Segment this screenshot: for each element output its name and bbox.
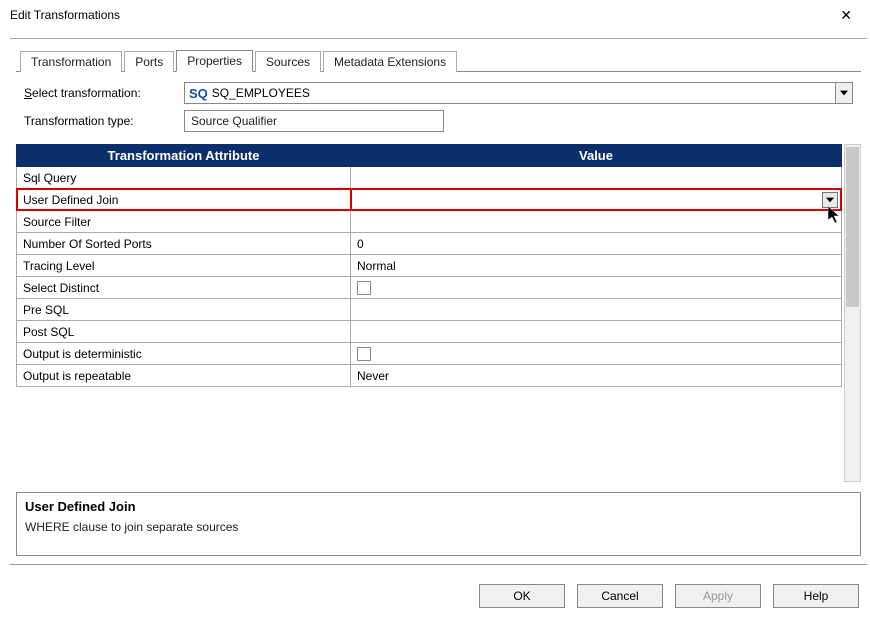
cancel-button[interactable]: Cancel bbox=[577, 584, 663, 608]
table-row[interactable]: User Defined Join bbox=[16, 189, 842, 211]
properties-panel: Select transformation: SQ SQ_EMPLOYEES T… bbox=[16, 72, 861, 144]
tab-ports[interactable]: Ports bbox=[124, 51, 174, 72]
select-transformation-row: Select transformation: SQ SQ_EMPLOYEES bbox=[24, 82, 853, 104]
window-title: Edit Transformations bbox=[10, 8, 120, 22]
table-row[interactable]: Select Distinct bbox=[16, 277, 842, 299]
sq-badge: SQ bbox=[189, 86, 208, 101]
value-cell[interactable]: Normal bbox=[351, 255, 841, 276]
value-cell[interactable] bbox=[351, 277, 841, 298]
properties-grid-area: Transformation Attribute Value Sql Query… bbox=[16, 144, 861, 482]
tab-metadata-extensions[interactable]: Metadata Extensions bbox=[323, 51, 457, 72]
tab-strip: Transformation Ports Properties Sources … bbox=[16, 49, 861, 72]
scrollbar-thumb[interactable] bbox=[846, 147, 859, 307]
select-transformation-label: Select transformation: bbox=[24, 86, 184, 100]
table-row[interactable]: Sql Query bbox=[16, 167, 842, 189]
description-title: User Defined Join bbox=[25, 499, 852, 514]
separator-line bbox=[10, 564, 867, 565]
select-transformation-dropdown-button[interactable] bbox=[835, 82, 853, 104]
attribute-cell: Tracing Level bbox=[17, 255, 351, 276]
checkbox[interactable] bbox=[357, 347, 371, 361]
value-text: Never bbox=[357, 369, 389, 383]
transformation-type-label: Transformation type: bbox=[24, 114, 184, 128]
value-text: 0 bbox=[357, 237, 364, 251]
attribute-cell: Select Distinct bbox=[17, 277, 351, 298]
value-text: Normal bbox=[357, 259, 396, 273]
attribute-cell: Post SQL bbox=[17, 321, 351, 342]
value-cell[interactable] bbox=[351, 321, 841, 342]
tab-transformation[interactable]: Transformation bbox=[20, 51, 122, 72]
table-row[interactable]: Post SQL bbox=[16, 321, 842, 343]
chevron-down-icon bbox=[826, 196, 834, 204]
ok-button[interactable]: OK bbox=[479, 584, 565, 608]
value-cell[interactable] bbox=[351, 299, 841, 320]
value-cell[interactable] bbox=[351, 211, 841, 232]
attribute-cell: Output is deterministic bbox=[17, 343, 351, 364]
table-row[interactable]: Tracing Level Normal bbox=[16, 255, 842, 277]
table-row[interactable]: Output is repeatable Never bbox=[16, 365, 842, 387]
transformation-type-row: Transformation type: Source Qualifier bbox=[24, 110, 853, 132]
table-row[interactable]: Number Of Sorted Ports 0 bbox=[16, 233, 842, 255]
grid-header-attribute: Transformation Attribute bbox=[17, 145, 351, 166]
attribute-cell: Pre SQL bbox=[17, 299, 351, 320]
attribute-cell: Source Filter bbox=[17, 211, 351, 232]
attribute-cell: Output is repeatable bbox=[17, 365, 351, 386]
apply-button[interactable]: Apply bbox=[675, 584, 761, 608]
close-icon[interactable]: ✕ bbox=[834, 7, 858, 24]
value-cell[interactable] bbox=[351, 343, 841, 364]
value-cell[interactable]: 0 bbox=[351, 233, 841, 254]
tab-properties[interactable]: Properties bbox=[176, 50, 253, 72]
grid-body: Sql QueryUser Defined JoinSource FilterN… bbox=[16, 167, 842, 387]
attribute-cell: Number Of Sorted Ports bbox=[17, 233, 351, 254]
attribute-cell: Sql Query bbox=[17, 167, 351, 188]
select-transformation-value: SQ_EMPLOYEES bbox=[212, 86, 310, 100]
table-row[interactable]: Output is deterministic bbox=[16, 343, 842, 365]
select-transformation-input[interactable]: SQ SQ_EMPLOYEES bbox=[184, 82, 835, 104]
transformation-type-value: Source Qualifier bbox=[184, 110, 444, 132]
description-text: WHERE clause to join separate sources bbox=[25, 520, 852, 534]
table-row[interactable]: Pre SQL bbox=[16, 299, 842, 321]
properties-grid: Transformation Attribute Value Sql Query… bbox=[16, 144, 842, 482]
vertical-scrollbar[interactable] bbox=[844, 144, 861, 482]
attribute-cell: User Defined Join bbox=[17, 189, 351, 210]
dialog-content: Transformation Ports Properties Sources … bbox=[10, 38, 867, 582]
table-row[interactable]: Source Filter bbox=[16, 211, 842, 233]
tab-sources[interactable]: Sources bbox=[255, 51, 321, 72]
dialog-button-row: OK Cancel Apply Help bbox=[479, 578, 867, 614]
grid-header-value: Value bbox=[351, 145, 841, 166]
cursor-icon bbox=[828, 206, 842, 227]
title-bar: Edit Transformations ✕ bbox=[0, 0, 870, 30]
checkbox[interactable] bbox=[357, 281, 371, 295]
value-cell[interactable] bbox=[351, 167, 841, 188]
grid-header: Transformation Attribute Value bbox=[16, 144, 842, 167]
value-cell[interactable]: Never bbox=[351, 365, 841, 386]
help-button[interactable]: Help bbox=[773, 584, 859, 608]
description-box: User Defined Join WHERE clause to join s… bbox=[16, 492, 861, 556]
chevron-down-icon bbox=[840, 90, 848, 96]
value-cell[interactable] bbox=[351, 189, 841, 210]
